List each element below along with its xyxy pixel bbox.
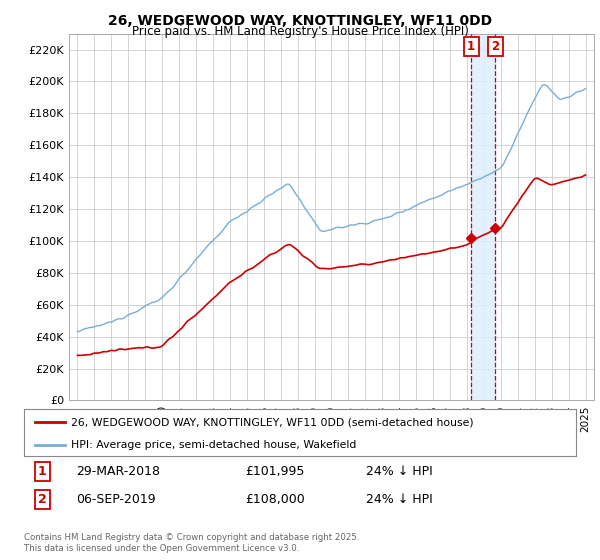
Text: 1: 1: [38, 465, 47, 478]
Text: 1: 1: [467, 40, 475, 53]
Text: Contains HM Land Registry data © Crown copyright and database right 2025.
This d: Contains HM Land Registry data © Crown c…: [24, 533, 359, 553]
Text: 24% ↓ HPI: 24% ↓ HPI: [366, 465, 433, 478]
Text: Price paid vs. HM Land Registry's House Price Index (HPI): Price paid vs. HM Land Registry's House …: [131, 25, 469, 38]
Bar: [471, 34, 495, 400]
Text: 29-MAR-2018: 29-MAR-2018: [76, 465, 160, 478]
Text: 26, WEDGEWOOD WAY, KNOTTINGLEY, WF11 0DD: 26, WEDGEWOOD WAY, KNOTTINGLEY, WF11 0DD: [108, 14, 492, 28]
Text: 2: 2: [491, 40, 499, 53]
Text: 2: 2: [38, 493, 47, 506]
Text: £108,000: £108,000: [245, 493, 305, 506]
Text: 24% ↓ HPI: 24% ↓ HPI: [366, 493, 433, 506]
Text: 26, WEDGEWOOD WAY, KNOTTINGLEY, WF11 0DD (semi-detached house): 26, WEDGEWOOD WAY, KNOTTINGLEY, WF11 0DD…: [71, 417, 473, 427]
Text: HPI: Average price, semi-detached house, Wakefield: HPI: Average price, semi-detached house,…: [71, 440, 356, 450]
Text: 06-SEP-2019: 06-SEP-2019: [76, 493, 156, 506]
Text: £101,995: £101,995: [245, 465, 304, 478]
